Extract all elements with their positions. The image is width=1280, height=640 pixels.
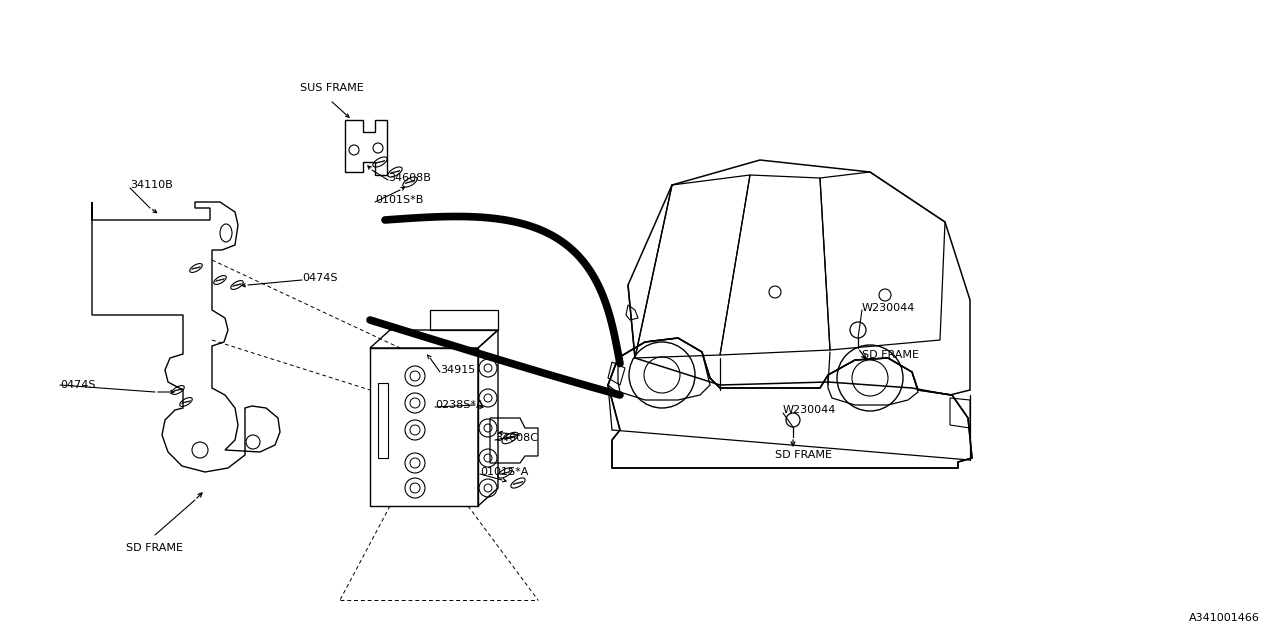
Text: W230044: W230044 (861, 303, 915, 313)
Text: SD FRAME: SD FRAME (861, 350, 919, 360)
Text: 34608C: 34608C (495, 433, 538, 443)
Text: 34915: 34915 (440, 365, 475, 375)
Text: A341001466: A341001466 (1189, 613, 1260, 623)
Text: SD FRAME: SD FRAME (774, 450, 832, 460)
Text: 0101S*B: 0101S*B (375, 195, 424, 205)
Text: 0101S*A: 0101S*A (480, 467, 529, 477)
Text: 34608B: 34608B (388, 173, 431, 183)
Text: 0474S: 0474S (302, 273, 338, 283)
Text: SD FRAME: SD FRAME (127, 543, 183, 553)
Text: SUS FRAME: SUS FRAME (300, 83, 364, 93)
Text: 34110B: 34110B (131, 180, 173, 190)
Text: 0474S: 0474S (60, 380, 96, 390)
Text: 0238S*A: 0238S*A (435, 400, 484, 410)
Text: W230044: W230044 (783, 405, 836, 415)
